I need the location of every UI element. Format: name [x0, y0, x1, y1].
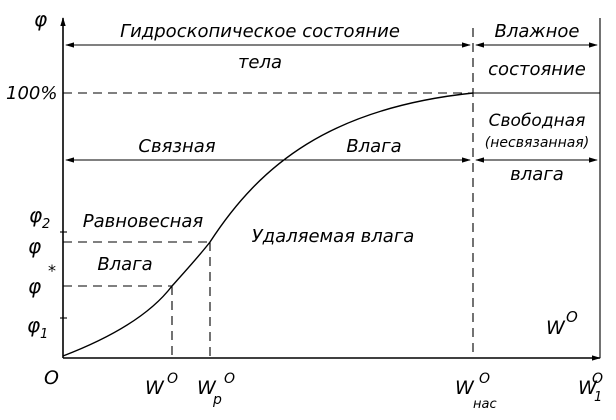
y-tick-phi: φ — [28, 234, 41, 258]
x-tick-wp: W p O — [197, 371, 235, 408]
y-tick-phi1: φ 1 — [27, 313, 48, 342]
hygro-label-line2: тела — [238, 52, 282, 73]
x-tick-w0: W O — [145, 371, 178, 399]
svg-text:φ: φ — [29, 203, 42, 227]
bound-label: Связная — [138, 136, 215, 157]
svg-text:O: O — [566, 308, 578, 326]
y-tick-phi-star: φ * — [28, 261, 56, 298]
y-tick-phi2: φ 2 — [29, 203, 50, 232]
moisture-label: Влага — [346, 136, 401, 157]
sorption-isotherm — [62, 92, 474, 357]
equilibrium-label-line2: Влага — [97, 254, 152, 275]
svg-text:φ: φ — [28, 274, 41, 298]
x-axis-label: W 1 O — [578, 371, 603, 405]
equilibrium-label-line1: Равновесная — [83, 211, 204, 232]
svg-text:W: W — [455, 377, 475, 399]
svg-text:W: W — [578, 377, 598, 399]
free-label-line2: (несвязанная) — [485, 135, 589, 151]
svg-text:нас: нас — [473, 397, 497, 412]
svg-text:1: 1 — [594, 390, 602, 405]
svg-text:O: O — [167, 371, 178, 387]
svg-text:W: W — [546, 317, 566, 339]
origin-label: O — [44, 367, 59, 389]
svg-text:φ: φ — [27, 313, 40, 337]
hygro-label-line1: Гидроскопическое состояние — [120, 21, 400, 42]
free-label-line3: влага — [510, 164, 564, 185]
y-axis-label: φ — [34, 7, 47, 31]
svg-text:W: W — [145, 377, 165, 399]
w0-region-label: W O — [546, 308, 578, 339]
svg-text:2: 2 — [42, 217, 50, 232]
svg-text:p: p — [212, 392, 222, 408]
free-label-line1: Свободная — [489, 111, 586, 131]
y-tick-100: 100% — [6, 83, 57, 104]
removable-label: Удаляемая влага — [252, 226, 415, 247]
svg-text:O: O — [224, 371, 235, 387]
svg-text:O: O — [592, 371, 603, 387]
svg-text:*: * — [48, 261, 56, 280]
x-tick-wnas: W нас O — [455, 371, 497, 412]
svg-text:W: W — [197, 377, 217, 399]
wet-label-line1: Влажное — [495, 21, 580, 42]
svg-text:O: O — [479, 371, 490, 387]
svg-text:1: 1 — [40, 327, 48, 342]
wet-label-line2: состояние — [488, 59, 586, 80]
